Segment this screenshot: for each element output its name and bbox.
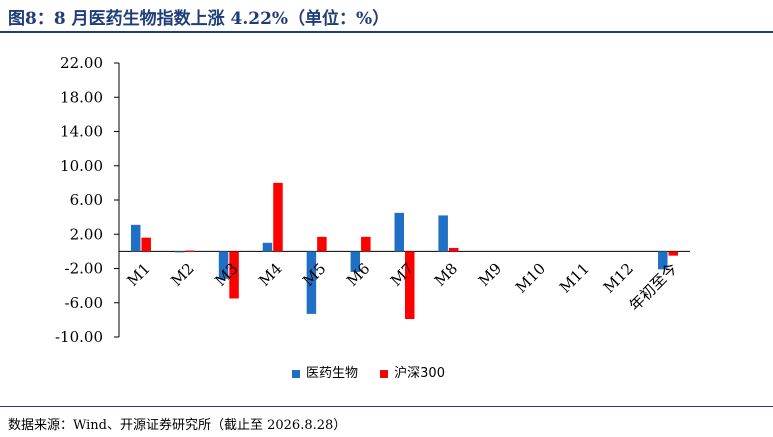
legend-swatch-series-1 [292, 369, 300, 378]
bar-csi300-5 [361, 236, 371, 252]
y-tick-label: 10.00 [60, 157, 103, 175]
x-tick-label: M2 [167, 259, 197, 289]
x-tick-label: M9 [475, 259, 505, 289]
y-tick-label: -6.00 [65, 294, 103, 312]
bar-csi300-1 [185, 250, 195, 252]
legend-item-series-1: 医药生物 [292, 362, 358, 381]
bar-pharma-6 [394, 212, 404, 252]
bar-csi300-4 [317, 236, 327, 252]
bar-pharma-5 [350, 251, 361, 272]
bar-csi300-3 [273, 182, 283, 252]
bar-csi300-7 [448, 247, 459, 252]
x-tick-label: M4 [255, 259, 285, 289]
x-tick-label: M11 [556, 259, 593, 296]
x-tick-label: 年初至今 [626, 259, 681, 314]
bar-pharma-3 [262, 242, 273, 252]
bar-pharma-2 [218, 251, 229, 279]
y-tick-label: 14.00 [60, 123, 103, 141]
legend-item-series-2: 沪深300 [380, 362, 445, 381]
y-tick-label: 2.00 [70, 225, 103, 243]
chart-legend: 医药生物 沪深300 [292, 362, 463, 381]
footer-divider [0, 406, 773, 407]
bar-pharma-0 [130, 224, 141, 252]
x-tick-label: M10 [512, 259, 549, 296]
bar-pharma-12 [658, 251, 668, 270]
bar-chart: 22.00 18.00 14.00 10.00 6.00 2.00 -2.00 -6.00 -1… [55, 54, 690, 346]
y-tick-label: 22.00 [60, 54, 103, 72]
y-tick-label: -10.00 [55, 328, 103, 346]
bar-csi300-0 [141, 237, 151, 252]
source-note: 数据来源：Wind、开源证券研究所（截止至 2026.8.28） [8, 418, 347, 433]
x-tick-label: M8 [431, 259, 461, 289]
y-tick-label: 6.00 [70, 191, 103, 209]
legend-label-series-1: 医药生物 [306, 366, 359, 381]
title-bar: 图8：8 月医药生物指数上涨 4.22%（单位：%） [0, 0, 773, 33]
x-tick-label: M1 [123, 259, 153, 289]
y-tick-label: 18.00 [60, 88, 103, 106]
x-tick-label: M12 [600, 259, 637, 296]
legend-swatch-series-2 [380, 369, 389, 378]
bar-csi300-6 [405, 251, 415, 320]
legend-label-series-2: 沪深300 [394, 366, 445, 381]
y-tick-label: -2.00 [65, 260, 103, 278]
chart-title: 图8：8 月医药生物指数上涨 4.22%（单位：%） [8, 9, 390, 29]
x-tick-label: M5 [299, 259, 329, 289]
x-tick-label: M6 [343, 259, 373, 289]
bar-pharma-4 [306, 251, 317, 314]
bar-csi300-2 [229, 251, 239, 299]
bar-csi300-12 [668, 251, 679, 256]
title-divider [0, 31, 773, 33]
bar-pharma-1 [174, 251, 185, 253]
bar-pharma-7 [438, 215, 448, 252]
